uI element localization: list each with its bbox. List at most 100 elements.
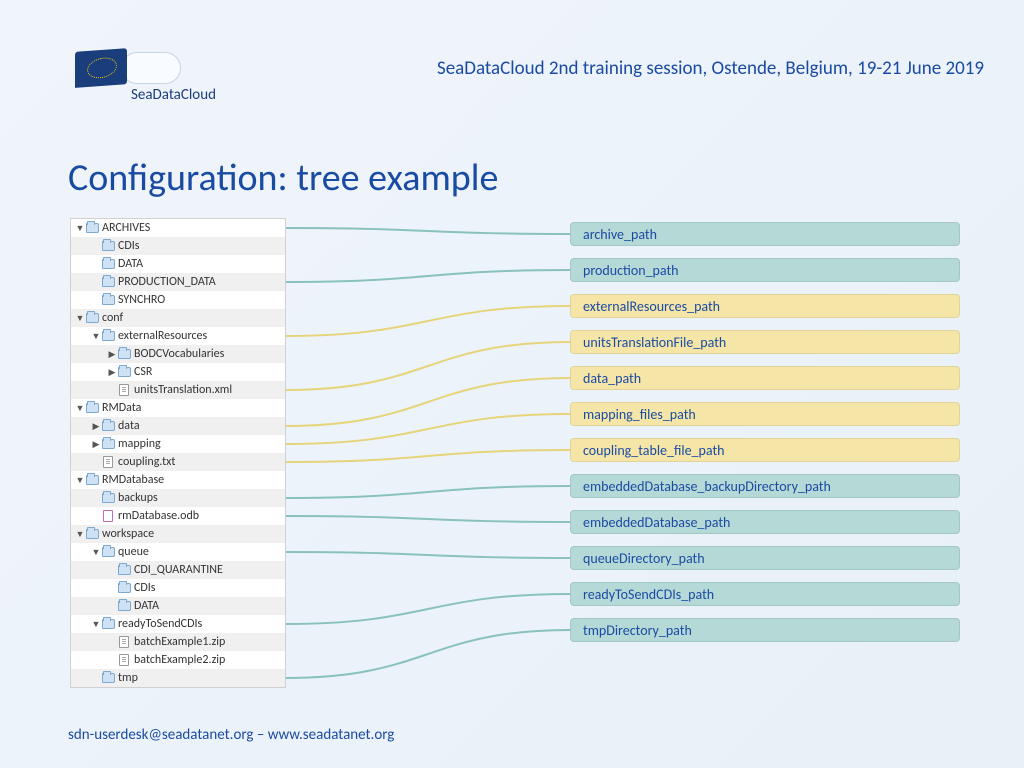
file-icon (117, 654, 131, 666)
connector-line (286, 486, 570, 498)
tree-row[interactable]: PRODUCTION_DATA (71, 273, 285, 291)
tree-row[interactable]: backups (71, 489, 285, 507)
session-title: SeaDataCloud 2nd training session, Osten… (437, 57, 984, 80)
tree-item-label: CSR (134, 365, 152, 379)
connector-line (286, 342, 570, 390)
slide-title: Configuration: tree example (68, 155, 498, 201)
cloud-icon (121, 52, 181, 84)
folder-icon (117, 564, 131, 576)
tree-row[interactable]: batchExample2.zip (71, 651, 285, 669)
tree-item-label: CDIs (118, 239, 140, 253)
tree-item-label: DATA (118, 257, 143, 271)
folder-icon (101, 438, 115, 450)
chevron-right-icon[interactable]: ▶ (91, 421, 101, 432)
tree-item-label: queue (118, 545, 149, 559)
tree-item-label: batchExample2.zip (134, 653, 225, 667)
chevron-right-icon[interactable]: ▶ (107, 367, 117, 378)
path-label: embeddedDatabase_path (570, 510, 960, 534)
folder-icon (117, 348, 131, 360)
connector-line (286, 552, 570, 558)
tree-item-label: rmDatabase.odb (118, 509, 199, 523)
tree-item-label: CDIs (134, 581, 156, 595)
tree-row[interactable]: CDI_QUARANTINE (71, 561, 285, 579)
tree-row[interactable]: ▼workspace (71, 525, 285, 543)
logo: SeaDataCloud (75, 50, 216, 86)
tree-row[interactable]: ▼ queue (71, 543, 285, 561)
connector-line (286, 228, 570, 234)
connector-line (286, 516, 570, 522)
tree-item-label: conf (102, 311, 123, 325)
path-labels: archive_path production_path externalResou… (570, 222, 960, 654)
connector-line (286, 630, 570, 678)
tree-row[interactable]: ▶ CSR (71, 363, 285, 381)
chevron-down-icon[interactable]: ▼ (75, 223, 85, 234)
folder-icon (101, 258, 115, 270)
tree-item-label: RMData (102, 401, 141, 415)
content-area: ▼ ARCHIVES CDIs DATA PRODUCTION_DATA SYNCHRO ▼… (70, 218, 964, 698)
tree-row[interactable]: ▼ ARCHIVES (71, 219, 285, 237)
tree-item-label: RMDatabase (102, 473, 164, 487)
chevron-right-icon[interactable]: ▶ (107, 349, 117, 360)
connector-line (286, 306, 570, 336)
tree-row[interactable]: batchExample1.zip (71, 633, 285, 651)
path-label: readyToSendCDIs_path (570, 582, 960, 606)
folder-icon (117, 600, 131, 612)
tree-row[interactable]: CDIs (71, 237, 285, 255)
folder-icon (85, 222, 99, 234)
database-file-icon (101, 510, 115, 522)
tree-row[interactable]: ▼externalResources (71, 327, 285, 345)
chevron-down-icon[interactable]: ▼ (75, 475, 85, 486)
path-label: data_path (570, 366, 960, 390)
tree-row[interactable]: ▼ conf (71, 309, 285, 327)
connector-line (286, 450, 570, 462)
chevron-down-icon[interactable]: ▼ (75, 529, 85, 540)
eu-flag-icon (75, 48, 127, 88)
tree-row[interactable]: ▶data (71, 417, 285, 435)
folder-icon (101, 618, 115, 630)
tree-row[interactable]: rmDatabase.odb (71, 507, 285, 525)
tree-row[interactable]: ▼ RMDatabase (71, 471, 285, 489)
folder-icon (117, 582, 131, 594)
path-label: embeddedDatabase_backupDirectory_path (570, 474, 960, 498)
tree-item-label: PRODUCTION_DATA (118, 275, 216, 289)
tree-row[interactable]: unitsTranslation.xml (71, 381, 285, 399)
tree-item-label: readyToSendCDIs (118, 617, 202, 631)
tree-row[interactable]: ▼ readyToSendCDIs (71, 615, 285, 633)
tree-row[interactable]: coupling.txt (71, 453, 285, 471)
footer-text: sdn-userdesk@seadatanet.org – www.seadat… (68, 726, 394, 744)
folder-icon (85, 474, 99, 486)
folder-icon (85, 312, 99, 324)
path-label: archive_path (570, 222, 960, 246)
folder-icon (101, 492, 115, 504)
tree-row[interactable]: SYNCHRO (71, 291, 285, 309)
tree-item-label: CDI_QUARANTINE (134, 563, 223, 577)
tree-row[interactable]: ▶mapping (71, 435, 285, 453)
chevron-down-icon[interactable]: ▼ (91, 547, 101, 558)
tree-row[interactable]: CDIs (71, 579, 285, 597)
path-label: tmpDirectory_path (570, 618, 960, 642)
chevron-down-icon[interactable]: ▼ (75, 313, 85, 324)
path-label: externalResources_path (570, 294, 960, 318)
header: SeaDataCloud SeaDataCloud 2nd training s… (0, 50, 1024, 86)
path-label: mapping_files_path (570, 402, 960, 426)
file-icon (117, 636, 131, 648)
chevron-down-icon[interactable]: ▼ (75, 403, 85, 414)
tree-item-label: batchExample1.zip (134, 635, 225, 649)
tree-row[interactable]: DATA (71, 255, 285, 273)
tree-row[interactable]: DATA (71, 597, 285, 615)
folder-icon (85, 402, 99, 414)
connector-line (286, 270, 570, 282)
chevron-down-icon[interactable]: ▼ (91, 331, 101, 342)
tree-item-label: SYNCHRO (118, 293, 165, 307)
chevron-right-icon[interactable]: ▶ (91, 439, 101, 450)
folder-icon (101, 294, 115, 306)
tree-row[interactable]: ▼ RMData (71, 399, 285, 417)
folder-icon (101, 420, 115, 432)
tree-item-label: ARCHIVES (102, 221, 150, 235)
connector-line (286, 378, 570, 426)
tree-row[interactable]: ▶BODCVocabularies (71, 345, 285, 363)
path-label: production_path (570, 258, 960, 282)
tree-row[interactable]: tmp (71, 669, 285, 687)
chevron-down-icon[interactable]: ▼ (91, 619, 101, 630)
path-label: unitsTranslationFile_path (570, 330, 960, 354)
